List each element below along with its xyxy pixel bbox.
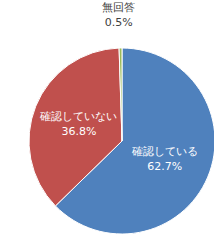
slice-category-label: 確認している [131,145,198,158]
slice-value-label: 62.7% [147,160,182,173]
slice-value-label: 0.5% [105,16,133,29]
slice-value-label: 36.8% [61,125,96,138]
slice-category-label: 確認していない [39,110,117,123]
pie-slice [29,48,122,206]
slices [29,48,214,234]
slice-category-label: 無回答 [102,1,135,14]
chart: 確認している 62.7% 確認していない 36.8% 無回答 0.5% [0,0,214,250]
pie-slice [119,48,122,141]
labels: 確認している 62.7% 確認していない 36.8% 無回答 0.5% [39,1,197,173]
